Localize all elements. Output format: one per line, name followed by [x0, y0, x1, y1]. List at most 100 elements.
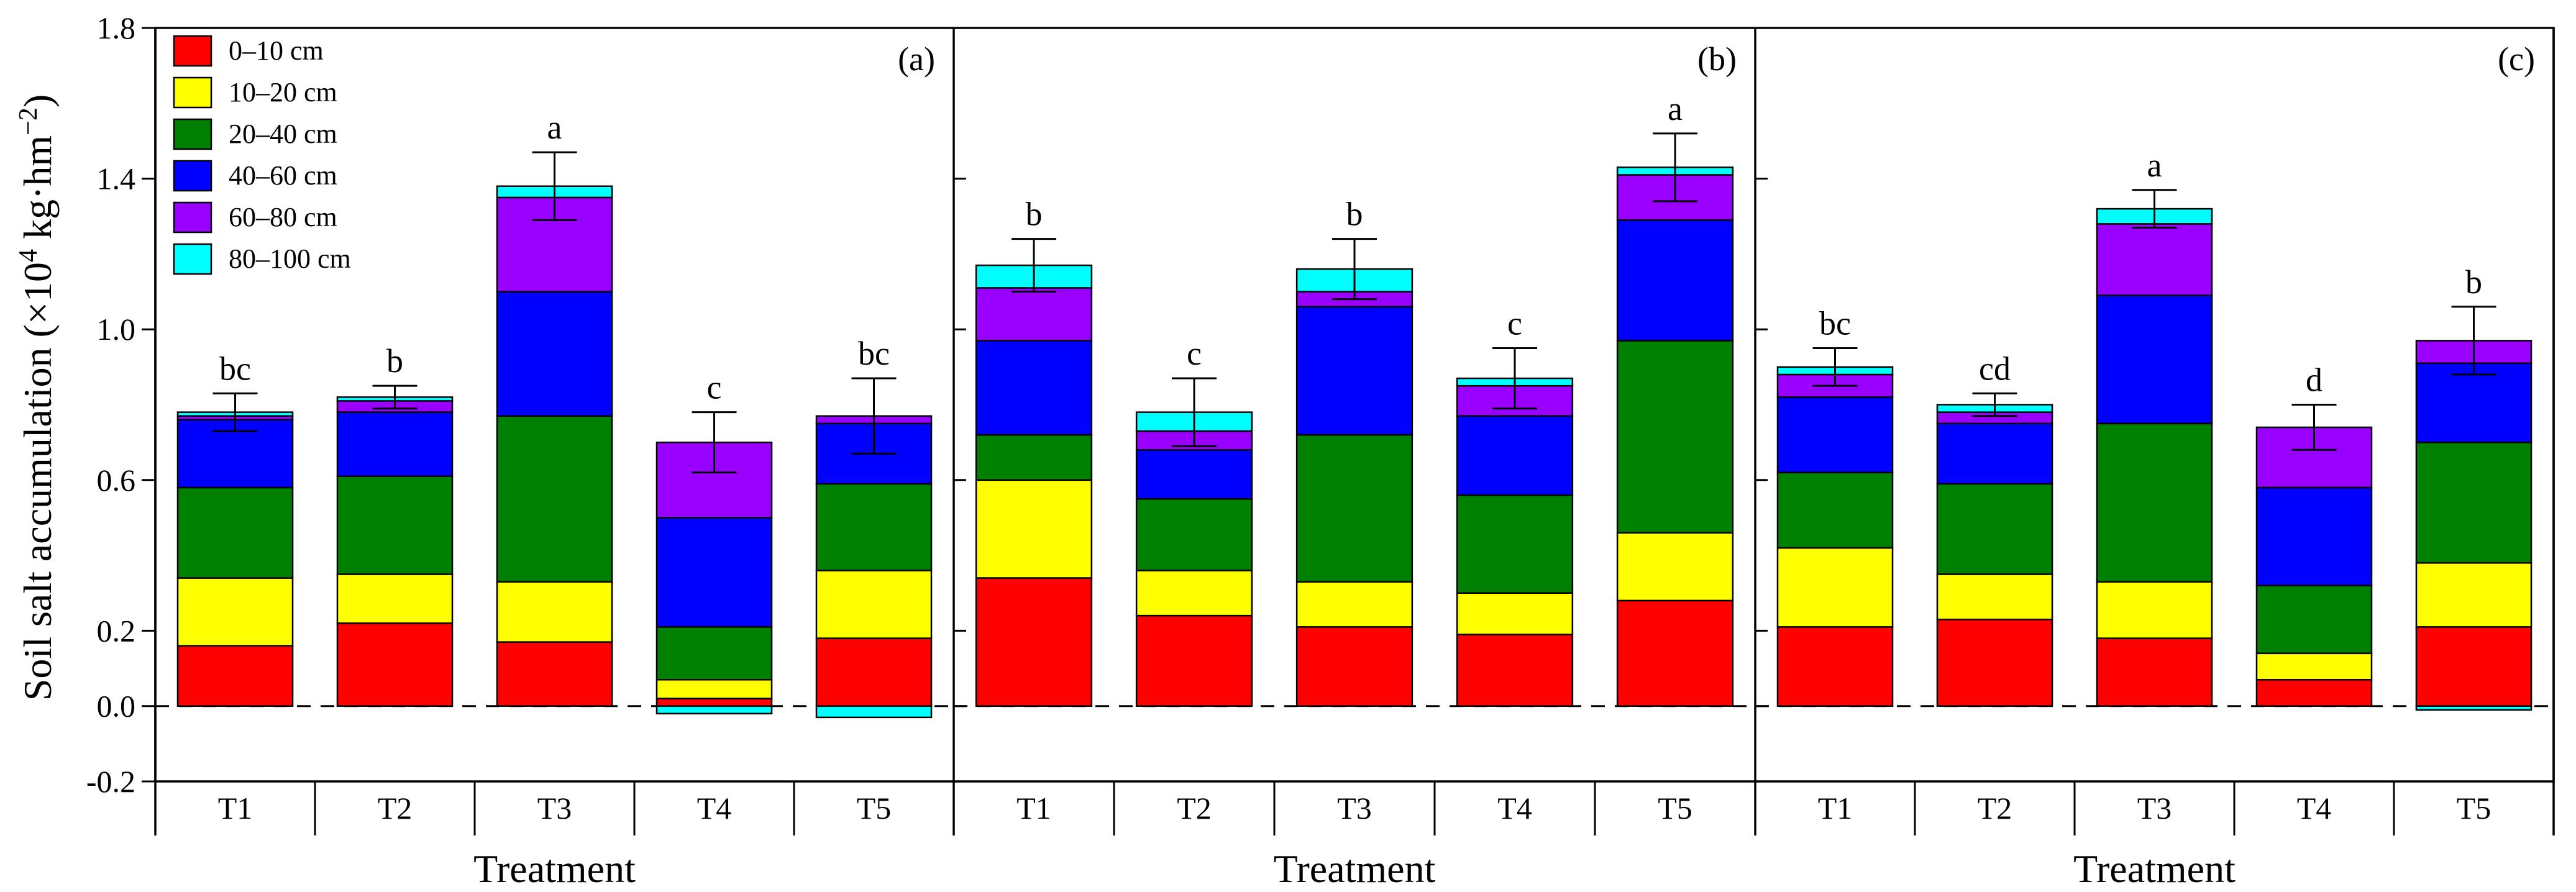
- bar-segment-20-40-cm: [815, 483, 933, 571]
- y-tick-label: 0.6: [97, 463, 136, 498]
- x-tick-label: T4: [2297, 791, 2332, 826]
- x-axis-title: Treatment: [2073, 847, 2236, 891]
- bar-segment-0-10-cm: [1776, 626, 1894, 707]
- bar-segment-20-40-cm: [176, 486, 294, 579]
- bar-segment-negative: [655, 705, 773, 715]
- bar-segment-20-40-cm: [1135, 498, 1253, 571]
- bar-segment-10-20-cm: [2415, 562, 2533, 628]
- bar-segment-20-40-cm: [1776, 471, 1894, 549]
- bar-segment-20-40-cm: [336, 475, 454, 575]
- y-tick-label: 1.0: [97, 312, 136, 347]
- x-tick-label: T3: [537, 791, 572, 826]
- bar-segment-10-20-cm: [815, 570, 933, 639]
- bar-segment-10-20-cm: [2255, 652, 2373, 681]
- legend-label: 40–60 cm: [229, 160, 337, 191]
- bar-segment-10-20-cm: [1936, 573, 2053, 621]
- legend-swatch: [173, 35, 212, 67]
- legend-label: 20–40 cm: [229, 119, 337, 149]
- significance-letter: a: [547, 109, 562, 146]
- bar-segment-0-10-cm: [975, 577, 1093, 707]
- bar-segment-40-60-cm: [975, 340, 1093, 436]
- bar-segment-20-40-cm: [975, 434, 1093, 481]
- bar-segment-60-80-cm: [975, 287, 1093, 342]
- significance-letter: cd: [1979, 350, 2011, 387]
- bar-segment-40-60-cm: [1936, 422, 2053, 485]
- bar-segment-0-10-cm: [1616, 599, 1734, 707]
- bar-segment-60-80-cm: [496, 196, 613, 293]
- bar-segment-0-10-cm: [1936, 618, 2053, 707]
- bar-segment-40-60-cm: [2255, 486, 2373, 586]
- bar-segment-40-60-cm: [496, 291, 613, 417]
- bar-segment-0-10-cm: [2096, 637, 2213, 707]
- bar-segment-0-10-cm: [2255, 678, 2373, 707]
- bar-segment-40-60-cm: [655, 517, 773, 628]
- bar-segment-0-10-cm: [1295, 626, 1414, 707]
- bar-segment-20-40-cm: [655, 626, 773, 681]
- bar-segment-20-40-cm: [1456, 494, 1574, 594]
- significance-letter: c: [1507, 305, 1522, 342]
- x-tick-label: T1: [1818, 791, 1853, 826]
- bar-segment-10-20-cm: [1295, 581, 1414, 628]
- panel-tag: (c): [2498, 40, 2535, 78]
- bar-segment-60-80-cm: [2096, 223, 2213, 296]
- significance-letter: c: [707, 369, 722, 406]
- bar-segment-10-20-cm: [1135, 570, 1253, 617]
- bar-segment-10-20-cm: [176, 577, 294, 647]
- significance-letter: b: [386, 342, 403, 380]
- x-tick-label: T1: [1016, 791, 1051, 826]
- bar-segment-0-10-cm: [496, 641, 613, 707]
- legend-swatch: [173, 160, 212, 192]
- bar-segment-40-60-cm: [1456, 415, 1574, 496]
- x-axis-title: Treatment: [473, 847, 636, 891]
- x-tick-label: T4: [1497, 791, 1532, 826]
- bar-segment-10-20-cm: [655, 678, 773, 699]
- bar-segment-20-40-cm: [2255, 585, 2373, 655]
- legend-label: 0–10 cm: [229, 35, 324, 66]
- bar-segment-negative: [2415, 705, 2533, 711]
- significance-letter: d: [2306, 362, 2323, 399]
- bar-segment-20-40-cm: [2415, 441, 2533, 564]
- bar-segment-10-20-cm: [336, 573, 454, 624]
- y-axis-title: Soil salt accumulation (×104 kg·hm−2): [14, 94, 60, 701]
- y-tick-label: -0.2: [86, 764, 135, 799]
- significance-letter: bc: [219, 350, 251, 387]
- significance-letter: c: [1187, 335, 1202, 372]
- legend: 0–10 cm 10–20 cm 20–40 cm 40–60 cm 60–80 cm 8…: [173, 35, 351, 275]
- bar-segment-20-40-cm: [496, 415, 613, 583]
- x-tick-label: T3: [1337, 791, 1372, 826]
- significance-letter: a: [1668, 90, 1683, 127]
- significance-letter: a: [2147, 147, 2162, 184]
- bar-segment-0-10-cm: [1135, 614, 1253, 707]
- legend-label: 10–20 cm: [229, 77, 337, 107]
- x-tick-label: T3: [2137, 791, 2172, 826]
- bar-segment-40-60-cm: [1616, 219, 1734, 342]
- legend-swatch: [173, 243, 212, 275]
- axis-layer: T1 T2 T3 T4 T5 Treatment T1 T2 T3 T4 T5 Treatment T1…: [86, 11, 2555, 891]
- bar-segment-0-10-cm: [1456, 634, 1574, 707]
- legend-label: 60–80 cm: [229, 202, 337, 232]
- bar-segment-10-20-cm: [975, 479, 1093, 579]
- legend-label: 80–100 cm: [229, 243, 351, 274]
- panel-tag: (b): [1697, 40, 1737, 78]
- bar-segment-0-10-cm: [655, 698, 773, 707]
- bar-segment-0-10-cm: [176, 645, 294, 707]
- panel-tag: (a): [898, 40, 935, 78]
- bar-segment-40-60-cm: [336, 411, 454, 477]
- legend-swatch: [173, 76, 212, 109]
- bar-segment-40-60-cm: [2096, 294, 2213, 425]
- x-tick-label: T4: [697, 791, 732, 826]
- y-tick-label: 0.2: [97, 613, 136, 648]
- bar-segment-10-20-cm: [2096, 581, 2213, 639]
- x-tick-label: T2: [1177, 791, 1212, 826]
- bar-segment-20-40-cm: [1295, 434, 1414, 583]
- bar-segment-0-10-cm: [2415, 626, 2533, 707]
- significance-letter: b: [2465, 263, 2482, 301]
- bar-segment-0-10-cm: [815, 637, 933, 707]
- x-tick-label: T1: [218, 791, 253, 826]
- bar-segment-40-60-cm: [1776, 396, 1894, 473]
- significance-letter: bc: [1819, 305, 1851, 342]
- x-tick-label: T5: [2457, 791, 2492, 826]
- bar-segment-20-40-cm: [2096, 422, 2213, 583]
